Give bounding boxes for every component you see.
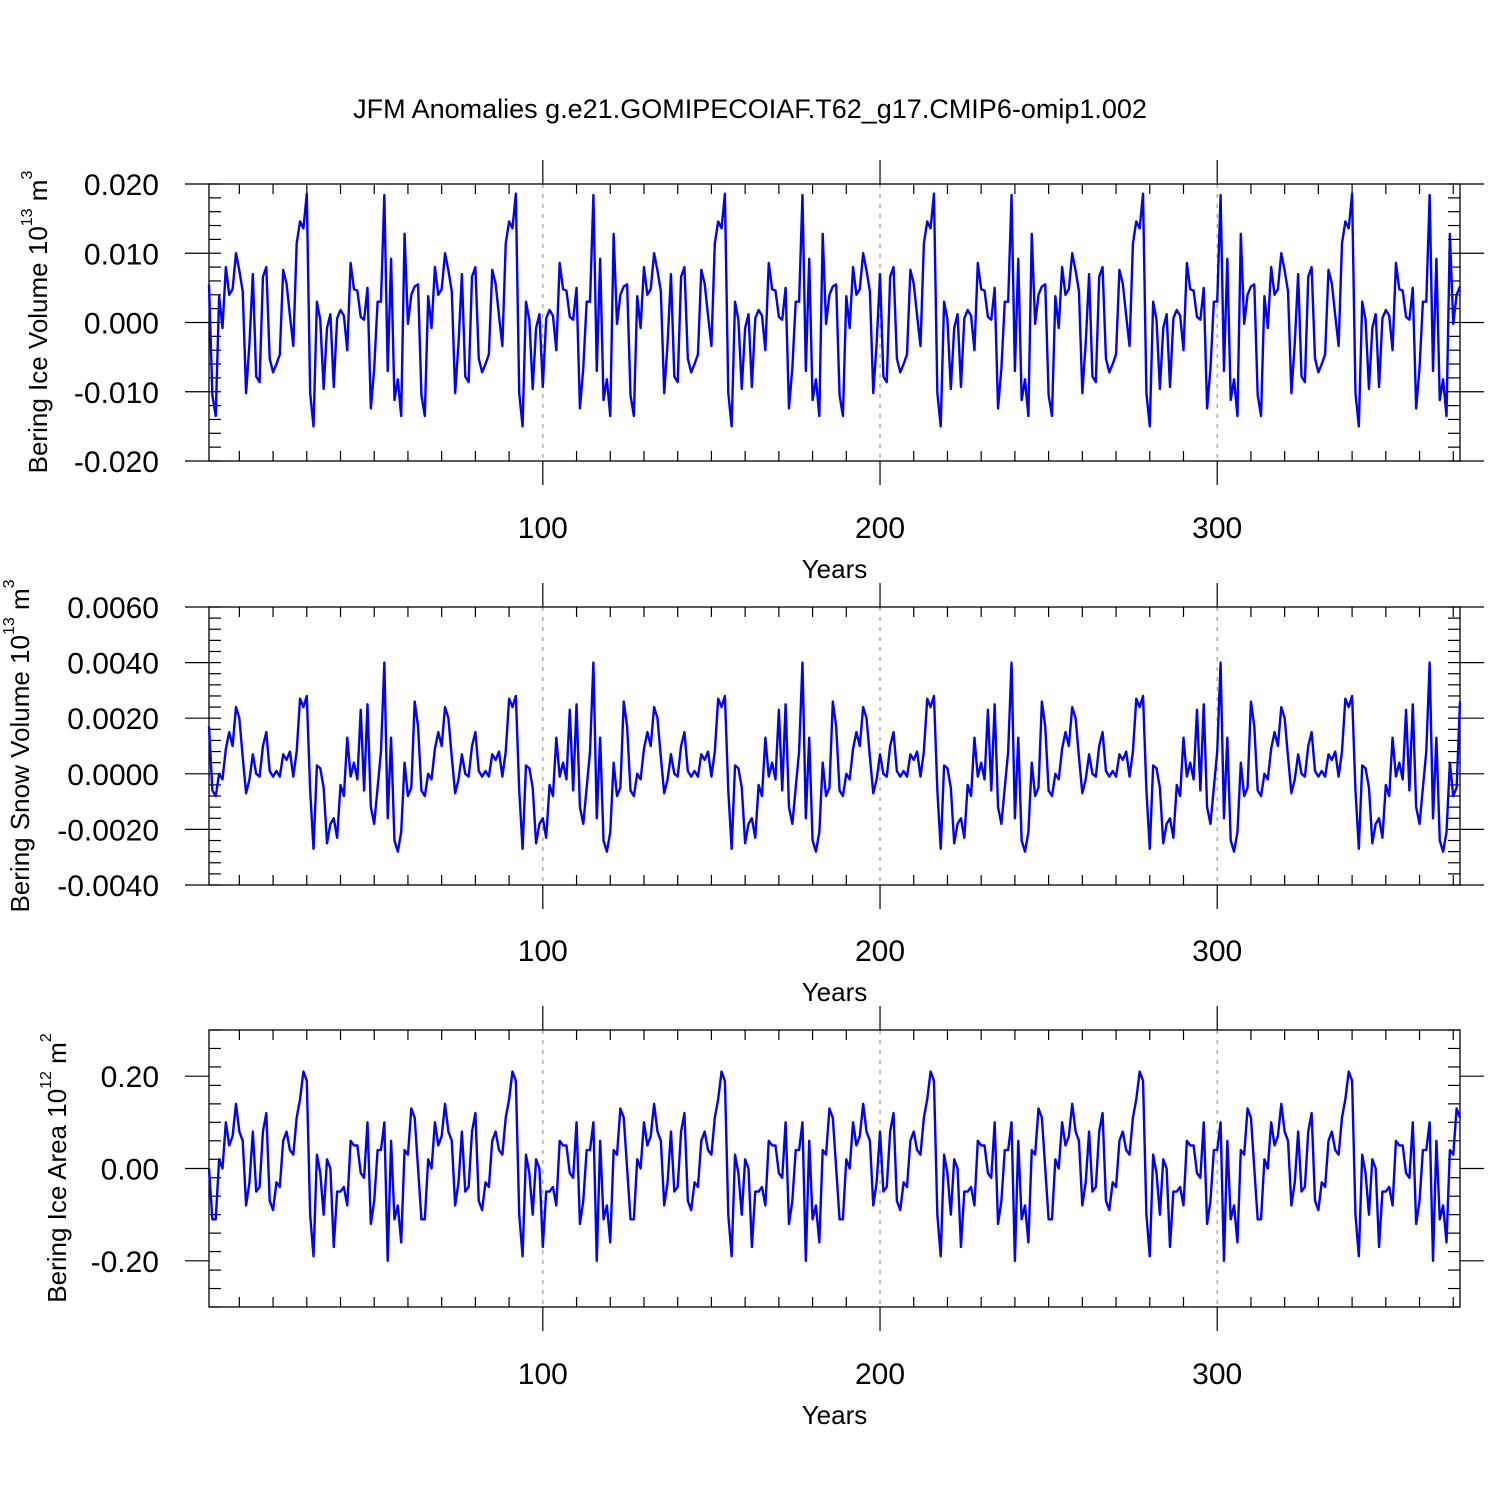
y-axis-label: Bering Ice Volume 1013 m3 <box>19 171 54 474</box>
svg-text:Bering Ice Volume 1013 m3: Bering Ice Volume 1013 m3 <box>19 171 54 474</box>
y-tick-label: 0.020 <box>84 169 159 202</box>
y-tick-label: -0.010 <box>74 377 159 410</box>
y-tick-label: 0.0040 <box>67 648 159 681</box>
y-tick-label: 0.0000 <box>67 759 159 792</box>
x-tick-label: 200 <box>855 1358 905 1391</box>
series-line <box>207 192 1462 428</box>
y-tick-label: 0.0060 <box>67 592 159 625</box>
chart-panel-3: 100 200 300 -0.20 0.00 0.20 Years Bering Ice Ar… <box>38 1006 1484 1430</box>
series-line <box>207 661 1462 853</box>
x-tick-label: 100 <box>518 1358 568 1391</box>
x-tick-label: 200 <box>855 935 905 968</box>
plot-frame <box>208 1029 1461 1308</box>
svg-text:Bering Ice Area 1012 m2: Bering Ice Area 1012 m2 <box>38 1033 73 1303</box>
svg-text:Bering Snow Volume 1013 m3: Bering Snow Volume 1013 m3 <box>1 579 36 912</box>
y-axis-label: Bering Snow Volume 1013 m3 <box>1 579 36 912</box>
x-tick-label: 300 <box>1192 1358 1242 1391</box>
y-tick-label: 0.0020 <box>67 703 159 736</box>
chart-title: JFM Anomalies g.e21.GOMIPECOIAF.T62_g17.… <box>353 94 1147 124</box>
y-tick-label: -0.20 <box>91 1246 159 1279</box>
series-line <box>207 1070 1462 1263</box>
y-tick-label: -0.020 <box>74 446 159 479</box>
x-tick-label: 100 <box>518 935 568 968</box>
y-tick-label: 0.20 <box>101 1061 159 1094</box>
y-tick-label: -0.0020 <box>57 814 159 847</box>
y-tick-label: 0.010 <box>84 238 159 271</box>
plot-frame <box>208 183 1461 462</box>
y-tick-label: 0.000 <box>84 308 159 341</box>
y-tick-label: 0.00 <box>101 1154 159 1187</box>
y-axis-label: Bering Ice Area 1012 m2 <box>38 1033 73 1303</box>
x-tick-label: 300 <box>1192 512 1242 545</box>
x-tick-label: 200 <box>855 512 905 545</box>
x-tick-label: 100 <box>518 512 568 545</box>
x-axis-label: Years <box>802 1400 868 1430</box>
chart-panel-1: 100 200 300 -0.020 -0.010 0.000 0.010 0.020 Year… <box>19 160 1484 584</box>
x-axis-label: Years <box>802 554 868 584</box>
x-axis-label: Years <box>802 977 868 1007</box>
chart-panel-2: 100 200 300 -0.0040 -0.0020 0.0000 0.0020 0.004… <box>1 579 1484 1007</box>
x-tick-label: 300 <box>1192 935 1242 968</box>
y-tick-label: -0.0040 <box>57 870 159 903</box>
